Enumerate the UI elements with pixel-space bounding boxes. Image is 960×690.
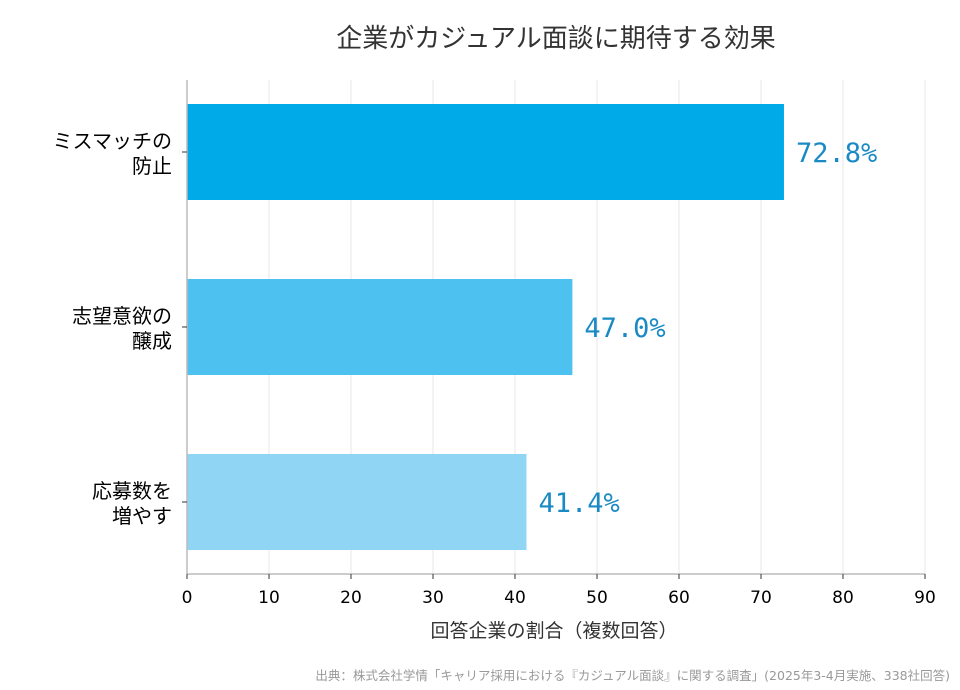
x-tick-label: 90 — [914, 588, 936, 608]
bar — [187, 454, 527, 550]
x-axis-label: 回答企業の割合（複数回答） — [430, 620, 677, 642]
chart-title: 企業がカジュアル面談に期待する効果 — [336, 24, 775, 54]
x-tick-label: 30 — [422, 588, 444, 608]
y-category-label: 志望意欲の醸成 — [72, 304, 172, 353]
x-tick-label: 40 — [504, 588, 526, 608]
value-label: 47.0% — [584, 313, 665, 344]
value-label: 41.4% — [538, 488, 619, 519]
y-category-label: 応募数を増やす — [92, 479, 172, 528]
x-tick-label: 70 — [750, 588, 772, 608]
x-tick-label: 80 — [832, 588, 854, 608]
x-tick-label: 10 — [258, 588, 280, 608]
x-tick-label: 20 — [340, 588, 362, 608]
bar — [187, 279, 573, 375]
bar — [187, 104, 784, 200]
value-labels: 72.8% 47.0% 41.4% — [538, 138, 877, 519]
x-ticks: 0 10 20 30 40 50 60 70 80 90 — [182, 574, 936, 608]
y-category-label: ミスマッチの防止 — [53, 129, 172, 178]
x-tick-label: 0 — [182, 588, 193, 608]
value-label: 72.8% — [796, 138, 877, 169]
source-note: 出典：株式会社学情「キャリア採用における『カジュアル面談』に関する調査」(202… — [315, 668, 950, 683]
x-tick-label: 50 — [586, 588, 608, 608]
x-tick-label: 60 — [668, 588, 690, 608]
bars — [187, 104, 784, 550]
